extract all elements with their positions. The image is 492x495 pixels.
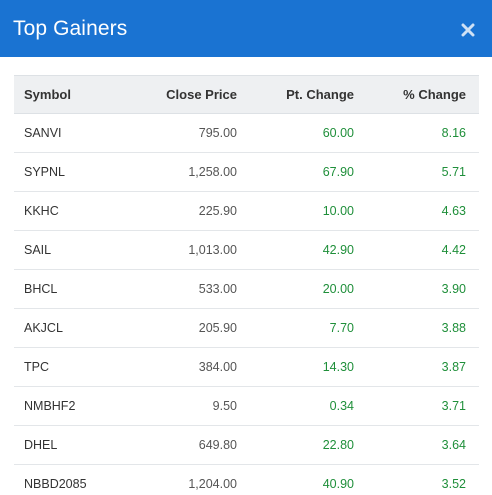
pt-change-cell: 20.00 <box>322 282 354 296</box>
modal-title: Top Gainers <box>13 16 128 40</box>
pct-change-cell: 5.71 <box>441 165 466 179</box>
table-body: SANVI 795.00 60.00 8.16 SYPNL 1,258.00 67.90 5.… <box>14 114 479 495</box>
table-row[interactable]: SAIL 1,013.00 42.90 4.42 <box>14 231 479 270</box>
pct-change-cell: 3.88 <box>441 321 466 335</box>
table-row[interactable]: KKHC 225.90 10.00 4.63 <box>14 192 479 231</box>
table-row[interactable]: AKJCL 205.90 7.70 3.88 <box>14 309 479 348</box>
close-price-cell: 649.80 <box>198 438 237 452</box>
pt-change-cell: 0.34 <box>329 399 354 413</box>
close-icon <box>461 23 475 36</box>
table-header-row: Symbol Close Price Pt. Change % Change <box>14 75 479 114</box>
table-row[interactable]: BHCL 533.00 20.00 3.90 <box>14 270 479 309</box>
table-row[interactable]: DHEL 649.80 22.80 3.64 <box>14 426 479 465</box>
close-price-cell: 1,258.00 <box>188 165 237 179</box>
close-price-cell: 384.00 <box>198 360 237 374</box>
gainers-table: Symbol Close Price Pt. Change % Change S… <box>14 75 479 495</box>
close-price-cell: 1,204.00 <box>188 477 237 491</box>
pt-change-cell: 42.90 <box>322 243 354 257</box>
pct-change-cell: 4.42 <box>441 243 466 257</box>
table-row[interactable]: NBBD2085 1,204.00 40.90 3.52 <box>14 465 479 495</box>
column-header-close-price[interactable]: Close Price <box>134 75 237 114</box>
symbol-cell[interactable]: SYPNL <box>24 165 65 179</box>
symbol-cell[interactable]: NMBHF2 <box>24 399 76 413</box>
column-header-symbol[interactable]: Symbol <box>14 75 134 114</box>
pt-change-cell: 67.90 <box>322 165 354 179</box>
pt-change-cell: 40.90 <box>322 477 354 491</box>
table-row[interactable]: SANVI 795.00 60.00 8.16 <box>14 114 479 153</box>
symbol-cell[interactable]: NBBD2085 <box>24 477 87 491</box>
pct-change-cell: 3.64 <box>441 438 466 452</box>
symbol-cell[interactable]: TPC <box>24 360 49 374</box>
column-header-pct-change[interactable]: % Change <box>354 75 466 114</box>
pt-change-cell: 10.00 <box>322 204 354 218</box>
symbol-cell[interactable]: SANVI <box>24 126 62 140</box>
gainers-table-container: Symbol Close Price Pt. Change % Change S… <box>14 75 479 495</box>
pt-change-cell: 22.80 <box>322 438 354 452</box>
close-button[interactable] <box>456 18 480 42</box>
close-price-cell: 1,013.00 <box>188 243 237 257</box>
pt-change-cell: 14.30 <box>322 360 354 374</box>
pt-change-cell: 60.00 <box>322 126 354 140</box>
close-price-cell: 9.50 <box>212 399 237 413</box>
close-price-cell: 225.90 <box>198 204 237 218</box>
pct-change-cell: 3.90 <box>441 282 466 296</box>
table-row[interactable]: SYPNL 1,258.00 67.90 5.71 <box>14 153 479 192</box>
pct-change-cell: 3.71 <box>441 399 466 413</box>
table-row[interactable]: NMBHF2 9.50 0.34 3.71 <box>14 387 479 426</box>
pct-change-cell: 3.87 <box>441 360 466 374</box>
table-row[interactable]: TPC 384.00 14.30 3.87 <box>14 348 479 387</box>
pct-change-cell: 3.52 <box>441 477 466 491</box>
symbol-cell[interactable]: KKHC <box>24 204 59 218</box>
modal-header: Top Gainers <box>0 0 492 57</box>
pt-change-cell: 7.70 <box>329 321 354 335</box>
close-price-cell: 533.00 <box>198 282 237 296</box>
symbol-cell[interactable]: SAIL <box>24 243 52 257</box>
symbol-cell[interactable]: AKJCL <box>24 321 63 335</box>
pct-change-cell: 8.16 <box>441 126 466 140</box>
pct-change-cell: 4.63 <box>441 204 466 218</box>
symbol-cell[interactable]: BHCL <box>24 282 58 296</box>
column-header-pt-change[interactable]: Pt. Change <box>237 75 354 114</box>
symbol-cell[interactable]: DHEL <box>24 438 58 452</box>
close-price-cell: 205.90 <box>198 321 237 335</box>
close-price-cell: 795.00 <box>198 126 237 140</box>
